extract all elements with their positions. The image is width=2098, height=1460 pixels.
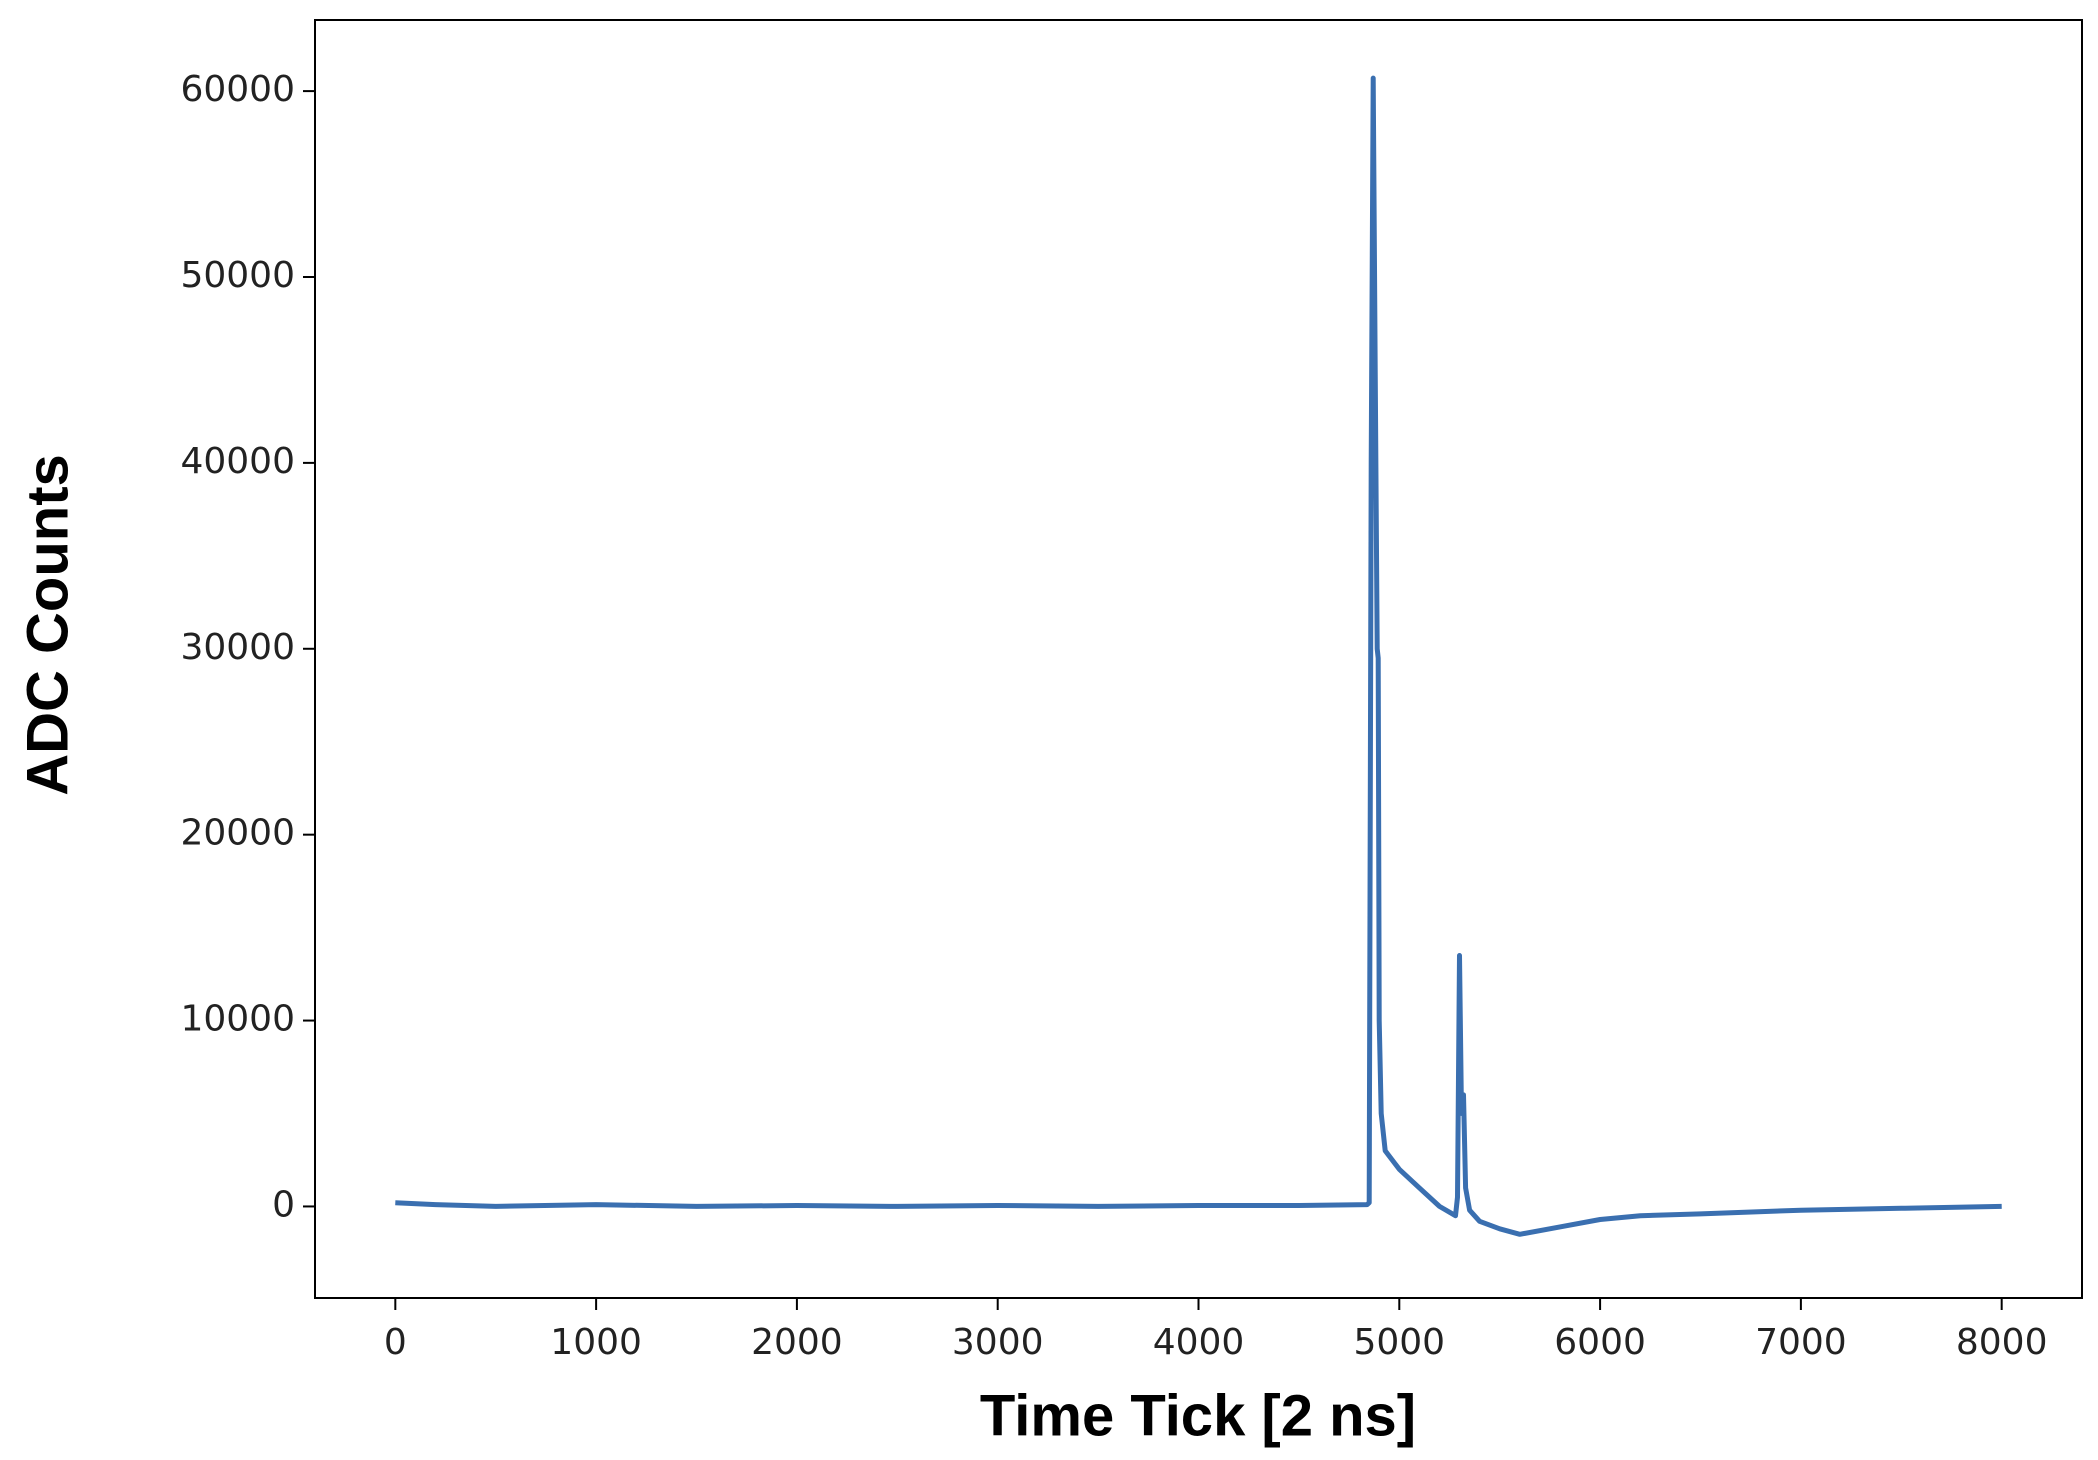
y-tick-label: 40000 <box>180 441 295 482</box>
x-tick-label: 2000 <box>751 1322 843 1363</box>
x-axis-label: Time Tick [2 ns] <box>980 1383 1416 1448</box>
y-tick-label: 20000 <box>180 813 295 854</box>
x-tick-label: 4000 <box>1153 1322 1245 1363</box>
x-tick-label: 3000 <box>952 1322 1044 1363</box>
y-axis-label: ADC Counts <box>15 454 80 796</box>
x-tick-label: 0 <box>384 1322 407 1363</box>
x-tick-label: 1000 <box>550 1322 642 1363</box>
data-line <box>395 75 2002 1237</box>
y-tick-label: 0 <box>272 1184 295 1225</box>
y-tick-label: 30000 <box>180 627 295 668</box>
x-tick-label: 7000 <box>1755 1322 1847 1363</box>
plot-frame <box>314 19 2083 1299</box>
y-tick-label: 60000 <box>180 69 295 110</box>
y-tick-label: 10000 <box>180 999 295 1040</box>
x-tick-label: 5000 <box>1353 1322 1445 1363</box>
y-tick-label: 50000 <box>180 255 295 296</box>
x-tick-label: 6000 <box>1554 1322 1646 1363</box>
x-tick-label: 8000 <box>1956 1322 2048 1363</box>
